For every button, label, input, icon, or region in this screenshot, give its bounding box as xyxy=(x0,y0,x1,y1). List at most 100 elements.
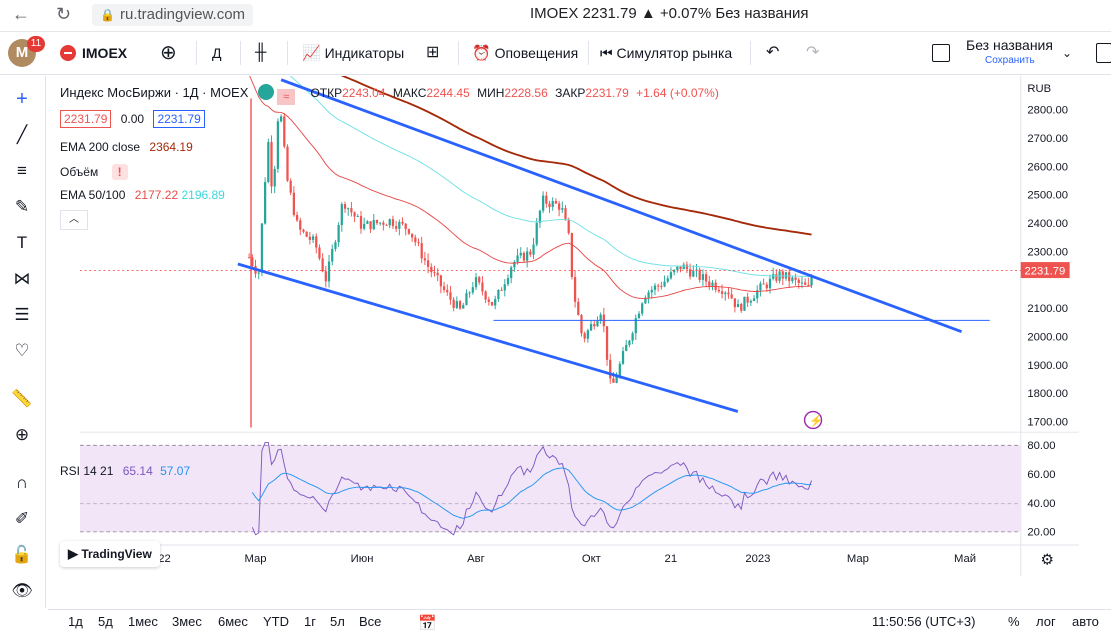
magnet-icon[interactable]: ∩ xyxy=(15,473,29,492)
candle-body xyxy=(557,203,561,210)
volume-label[interactable]: Объём xyxy=(60,165,99,179)
candle-body xyxy=(340,204,343,226)
candle-body xyxy=(650,289,653,293)
percent-toggle[interactable]: % xyxy=(1008,614,1020,629)
candle-body xyxy=(321,258,324,272)
clock[interactable]: 11:50:56 (UTC+3) xyxy=(872,614,976,629)
candle-body xyxy=(653,285,657,290)
divider xyxy=(588,41,589,65)
prediction-icon[interactable]: ☰ xyxy=(14,305,30,324)
interval-button[interactable]: Д xyxy=(212,45,222,61)
layout-square-icon[interactable] xyxy=(932,44,950,62)
undo-icon[interactable]: ↶ xyxy=(766,44,780,61)
eye-icon[interactable]: 👁 xyxy=(11,581,33,600)
candle-body xyxy=(395,226,398,229)
save-status[interactable]: Сохранить xyxy=(985,55,1035,66)
alerts-button[interactable]: ⏰ Оповещения xyxy=(472,33,578,73)
price-tick: 2500.00 xyxy=(1027,190,1068,202)
candle-body xyxy=(455,301,458,308)
panel-icon[interactable] xyxy=(1096,43,1111,63)
templates-icon[interactable]: ⊞ xyxy=(426,44,440,61)
candle-body xyxy=(433,272,436,274)
candle-body xyxy=(583,333,586,339)
currency-label[interactable]: RUB xyxy=(1027,83,1051,95)
replay-button[interactable]: ⏮ Симулятор рынка xyxy=(600,33,732,73)
range-button[interactable]: Все xyxy=(359,614,382,629)
lock-icon[interactable]: 🔓 xyxy=(11,545,33,564)
warning-icon[interactable]: ! xyxy=(111,164,128,180)
bid-box[interactable]: 2231.79 xyxy=(60,110,112,128)
layout-name[interactable]: Без названия xyxy=(966,37,1053,53)
candle-body xyxy=(490,301,494,306)
pattern-icon[interactable]: ⋈ xyxy=(13,269,31,288)
fib-icon[interactable]: ≡ xyxy=(17,161,27,180)
candle-body xyxy=(468,292,471,294)
url-bar[interactable]: 🔒 ru.tradingview.com xyxy=(92,4,254,26)
candle-body xyxy=(698,269,701,280)
chevron-down-icon[interactable]: ⌄ xyxy=(1062,46,1073,60)
indicators-button[interactable]: 📈 Индикаторы xyxy=(302,33,404,73)
candle-body xyxy=(458,301,462,309)
trendline-icon[interactable]: ╱ xyxy=(16,125,28,144)
channel-lower-line[interactable] xyxy=(237,262,739,413)
candle-body xyxy=(283,116,286,147)
candle-body xyxy=(446,289,449,293)
rsi-label[interactable]: RSI 14 21 xyxy=(60,464,114,478)
price-tick: 2700.00 xyxy=(1027,133,1068,145)
candle-body xyxy=(465,293,468,306)
brush-icon[interactable]: ✎ xyxy=(14,197,30,216)
rsi-line xyxy=(251,441,812,536)
gear-icon[interactable]: ⚙ xyxy=(1040,552,1053,569)
range-button[interactable]: 1мес xyxy=(128,614,158,629)
symbol-title[interactable]: Индекс МосБиржи · 1Д · MOEX xyxy=(60,85,249,100)
channel-upper-line[interactable] xyxy=(280,78,963,333)
lock-drawings-icon[interactable]: ✐ xyxy=(14,509,30,528)
price-chart[interactable]: 2800.00 2700.00 2600.00 2500.00 2400.00 2300.… xyxy=(48,76,1111,576)
back-icon[interactable]: ← xyxy=(12,4,30,24)
candle-body xyxy=(279,116,283,122)
data-problem-icon[interactable]: ≈ xyxy=(277,89,296,105)
candle-body xyxy=(612,378,615,383)
date-range-icon[interactable]: 📅 xyxy=(418,615,437,632)
redo-icon[interactable]: ↷ xyxy=(806,44,820,61)
time-tick: Авг xyxy=(467,553,485,565)
range-button[interactable]: 1г xyxy=(304,614,316,629)
site-info-icon[interactable]: 🔒 xyxy=(100,8,115,22)
ema50-label[interactable]: EMA 50/100 xyxy=(60,188,126,202)
zoom-icon[interactable]: ⊕ xyxy=(14,425,30,444)
range-button[interactable]: 3мес xyxy=(172,614,202,629)
heart-icon[interactable]: ♡ xyxy=(14,341,30,360)
notification-badge: 11 xyxy=(27,36,45,52)
ask-box[interactable]: 2231.79 xyxy=(153,110,205,128)
range-button[interactable]: 6мес xyxy=(218,614,248,629)
candle-body xyxy=(276,121,280,169)
symbol-search-button[interactable]: IMOEX xyxy=(60,33,127,73)
range-button[interactable]: YTD xyxy=(263,614,289,629)
candle-body xyxy=(500,289,503,291)
range-button[interactable]: 5л xyxy=(330,614,345,629)
auto-toggle[interactable]: авто xyxy=(1072,614,1099,629)
candle-body xyxy=(637,313,641,319)
range-button[interactable]: 5д xyxy=(98,614,113,629)
candle-body xyxy=(516,255,519,262)
candle-body xyxy=(545,195,548,204)
compare-add-icon[interactable]: ⊕ xyxy=(160,42,177,64)
candle-body xyxy=(621,351,625,364)
log-toggle[interactable]: лог xyxy=(1036,614,1056,629)
candle-body xyxy=(740,304,743,311)
events-icon[interactable] xyxy=(803,410,823,430)
market-status-icon[interactable] xyxy=(257,84,274,100)
crosshair-icon[interactable]: + xyxy=(16,88,28,110)
ruler-icon[interactable]: 📏 xyxy=(11,389,33,408)
candle-body xyxy=(625,344,628,352)
range-button[interactable]: 1д xyxy=(68,614,83,629)
candles-icon[interactable]: ╫ xyxy=(255,44,267,61)
text-icon[interactable]: T xyxy=(16,233,28,252)
ema50-line xyxy=(249,76,812,299)
candle-body xyxy=(407,229,411,234)
collapse-legend-icon[interactable]: ︿ xyxy=(60,210,88,230)
candle-body xyxy=(462,305,465,309)
reload-icon[interactable]: ↻ xyxy=(56,4,72,24)
ema200-label[interactable]: EMA 200 close xyxy=(60,140,141,154)
tradingview-logo[interactable]: ▶ TradingView xyxy=(60,541,160,567)
